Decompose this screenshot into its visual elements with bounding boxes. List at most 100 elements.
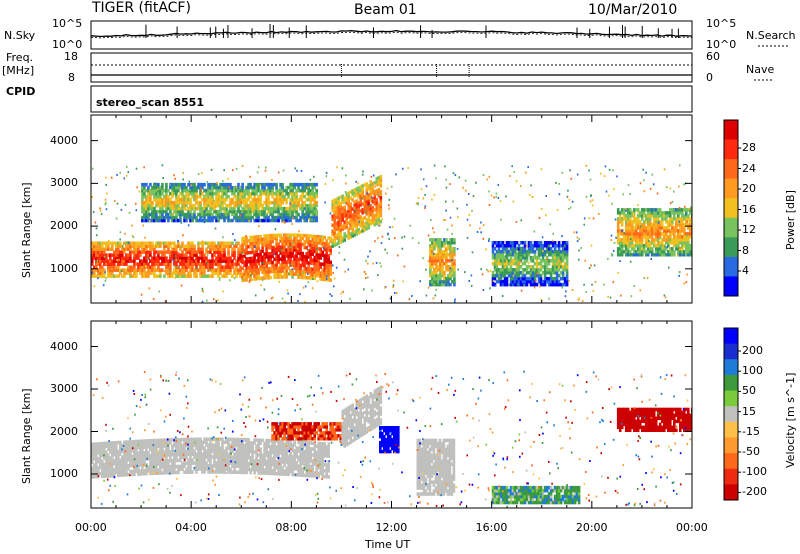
power-cell: [127, 259, 130, 263]
power-point: [99, 209, 102, 212]
power-point: [686, 273, 688, 276]
power-cell: [503, 259, 507, 263]
velocity-cell: [143, 472, 146, 476]
power-cell: [129, 259, 132, 263]
power-point: [307, 281, 310, 284]
power-cell: [167, 194, 170, 199]
power-cell: [129, 247, 132, 251]
power-point: [385, 192, 387, 195]
power-cell: [687, 241, 690, 245]
power-cell: [219, 197, 222, 202]
power-point: [495, 195, 497, 198]
power-cell: [449, 238, 452, 242]
power-cell: [161, 215, 164, 220]
velocity-cell: [139, 445, 142, 449]
power-cell: [305, 270, 308, 274]
velocity-cell: [119, 467, 122, 471]
power-cell: [253, 235, 256, 239]
power-cell: [327, 248, 330, 252]
power-cell: [287, 215, 290, 220]
power-point: [124, 232, 126, 235]
power-cell: [377, 214, 381, 219]
power-cell: [675, 247, 678, 251]
power-cell: [315, 182, 318, 187]
power-cell: [677, 250, 680, 254]
power-cell: [231, 250, 234, 254]
power-point: [480, 268, 482, 271]
power-cell: [267, 237, 270, 241]
power-scatter: [91, 164, 692, 303]
power-cell: [125, 247, 128, 251]
velocity-cell: [169, 438, 172, 442]
power-cell: [283, 257, 286, 261]
power-point: [571, 289, 574, 291]
power-cell: [219, 200, 222, 205]
velocity-cell: [137, 472, 140, 476]
power-cell: [449, 273, 452, 278]
power-cell: [301, 200, 304, 205]
power-cell: [151, 271, 154, 275]
power-cell: [305, 267, 308, 271]
velocity-cell: [179, 455, 182, 460]
power-cell: [303, 269, 306, 274]
power-cell: [97, 247, 100, 251]
power-cell: [199, 182, 202, 187]
power-cell: [309, 249, 312, 253]
velocity-cell: [159, 465, 162, 469]
power-cell: [547, 259, 551, 263]
power-cell: [529, 247, 533, 251]
velocity-cell: [101, 474, 104, 479]
power-cell: [173, 182, 176, 187]
power-cell: [449, 241, 452, 245]
power-cell: [187, 215, 190, 220]
power-point: [630, 295, 633, 298]
power-point: [288, 235, 291, 238]
power-cell: [311, 182, 314, 187]
power-cell: [249, 206, 252, 211]
power-cell: [217, 250, 220, 254]
power-point: [565, 290, 567, 293]
power-cell: [549, 253, 553, 257]
power-cell: [652, 208, 656, 212]
power-cell: [618, 211, 622, 215]
power-cell: [329, 263, 332, 267]
power-cell: [685, 253, 688, 257]
velocity-cell: [97, 448, 100, 452]
power-cell: [263, 273, 266, 277]
power-cell: [153, 188, 156, 193]
power-cell: [269, 269, 272, 274]
power-cell: [195, 250, 198, 254]
velocity-cell: [149, 439, 152, 443]
power-cell: [223, 244, 226, 248]
power-cell: [279, 233, 282, 237]
power-point: [188, 257, 191, 260]
power-cell: [133, 247, 136, 251]
power-cell: [273, 263, 276, 268]
power-cell: [365, 185, 369, 189]
power-point: [218, 279, 221, 281]
power-cell: [515, 268, 519, 272]
power-cell: [201, 218, 204, 223]
power-point: [612, 188, 615, 191]
power-cell: [339, 219, 342, 223]
velocity-cell: [97, 460, 100, 464]
power-cell: [189, 191, 192, 196]
power-cell: [235, 268, 238, 272]
power-cell: [227, 215, 230, 220]
power-cell: [141, 194, 144, 199]
power-cell: [367, 223, 371, 227]
power-cell: [153, 247, 156, 251]
power-cell: [159, 203, 162, 208]
power-cell: [291, 275, 294, 279]
power-point: [344, 191, 347, 193]
power-cell: [429, 271, 432, 275]
power-point: [299, 240, 302, 243]
velocity-cell: [115, 443, 118, 448]
power-cell: [257, 246, 260, 251]
power-cell: [644, 250, 648, 254]
power-cell: [553, 282, 557, 287]
power-cell: [313, 270, 316, 275]
power-cell: [371, 197, 375, 201]
power-cell: [638, 220, 642, 224]
velocity-cell: [183, 443, 186, 448]
